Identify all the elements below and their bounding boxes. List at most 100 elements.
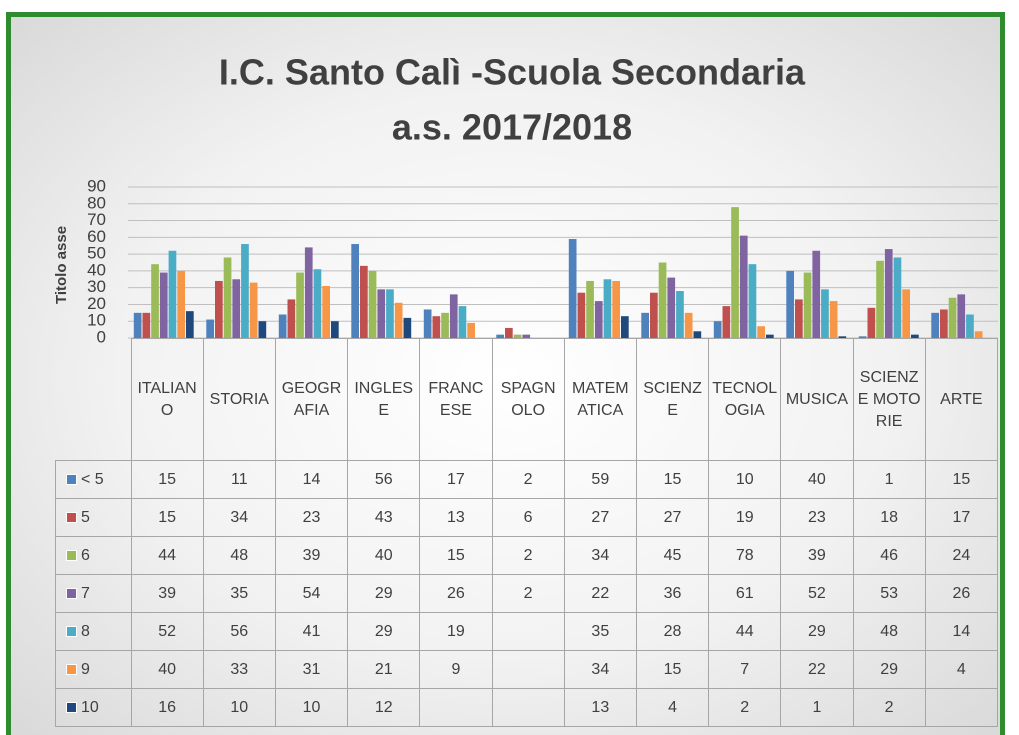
bar [676,291,684,338]
value-cell: 28 [635,612,710,651]
bar [766,334,774,338]
value-cell: 26 [419,574,493,613]
category-label: ARTE [924,338,999,461]
value-cell: 2 [852,688,926,727]
bar [966,314,974,338]
value-cell: 12 [347,688,421,727]
bar [168,250,177,338]
value-cell: 6 [491,498,565,537]
category-label: SCIENZE MOTORIE [852,338,926,461]
bar [522,334,531,338]
bar [957,294,966,338]
bar [296,272,304,338]
value-cell: 39 [130,574,204,613]
chart-title: I.C. Santo Calì -Scuola Secondaria [219,52,806,93]
series-row: 10 16 10 10 12 13 4 2 1 2 [55,688,999,727]
value-cell: 40 [130,650,204,689]
bar [223,257,232,338]
value-cell: 22 [780,650,854,689]
bar [322,285,330,338]
legend-cell: 5 [55,498,132,537]
bar [838,336,847,338]
bar [722,306,731,338]
value-cell: 48 [202,536,276,575]
value-cell: 16 [130,688,204,727]
value-cell: 4 [924,650,999,689]
value-cell: 21 [347,650,421,689]
y-tick-label: 90 [87,176,106,195]
bar [278,314,287,338]
bar [884,249,893,338]
data-table: ITALIANO STORIA GEOGRAFIA INGLESE FRANCESE SP… [55,338,999,727]
bar [241,244,249,338]
legend-label: 10 [81,698,99,716]
series-row: < 5 15 11 14 56 17 2 59 15 10 40 1 15 [55,460,999,499]
value-cell: 15 [635,460,710,499]
bar [829,301,838,338]
bar [360,265,368,338]
empty-cell [491,650,565,689]
series-row: 9 40 33 31 21 9 34 15 7 22 29 4 [55,650,999,689]
bar [821,289,829,338]
bar [684,312,693,338]
value-cell: 78 [708,536,782,575]
value-cell: 1 [780,688,854,727]
value-cell: 2 [708,688,782,727]
bar [232,279,241,338]
value-cell: 52 [130,612,204,651]
value-cell: 61 [708,574,782,613]
bar [757,326,765,338]
value-cell: 41 [274,612,349,651]
category-label: GEOGRAFIA [274,338,349,461]
value-cell: 26 [924,574,999,613]
bar [911,334,919,338]
legend-label: 5 [81,508,90,526]
series-row: 5 15 34 23 43 13 6 27 27 19 23 18 17 [55,498,999,537]
legend-swatch [66,701,77,713]
legend-cell: 8 [55,612,132,651]
bar [858,336,867,338]
category-label: FRANCESE [419,338,493,461]
bar [215,280,223,338]
bar [786,270,794,338]
category-label: SPAGNOLO [491,338,565,461]
value-cell: 10 [202,688,276,727]
value-cell: 27 [563,498,637,537]
category-label: ITALIANO [130,338,204,461]
bar [650,292,658,338]
legend-label: 6 [81,546,90,564]
bar [867,307,876,338]
value-cell: 56 [347,460,421,499]
value-cell: 36 [635,574,710,613]
value-cell: 11 [202,460,276,499]
legend-cell: 9 [55,650,132,689]
value-cell: 15 [130,460,204,499]
bar [186,311,194,338]
legend-swatch [66,625,77,637]
y-tick-label: 10 [87,311,106,330]
bar [658,262,667,338]
value-cell: 40 [347,536,421,575]
legend-swatch [66,511,77,523]
category-label: TECNOLOGIA [708,338,782,461]
bar [441,312,449,338]
bar [594,301,603,338]
value-cell: 43 [347,498,421,537]
legend-cell: 7 [55,574,132,613]
bar [351,244,359,338]
bar [902,289,910,338]
bar [177,270,185,338]
bar [386,289,394,338]
bar [603,279,612,338]
bar [331,321,339,338]
legend-cell: < 5 [55,460,132,499]
value-cell: 23 [274,498,349,537]
bar [586,280,594,338]
category-label: INGLESE [347,338,421,461]
bar [133,312,142,338]
value-cell: 15 [924,460,999,499]
value-cell: 40 [780,460,854,499]
bar [621,316,629,338]
value-cell: 17 [924,498,999,537]
y-tick-label: 0 [97,327,106,346]
